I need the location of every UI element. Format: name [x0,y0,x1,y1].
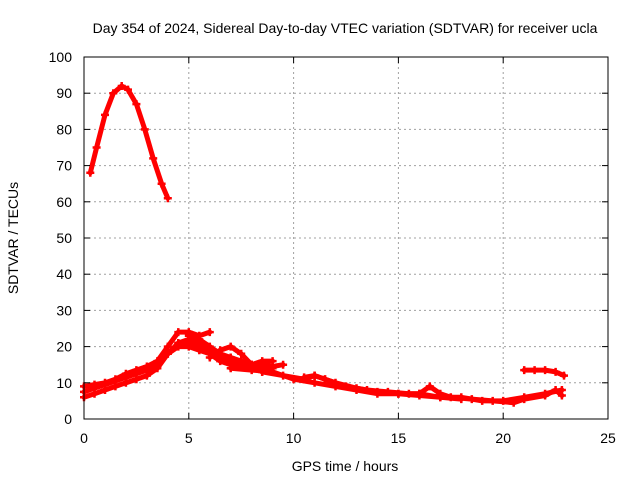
data-point [142,366,151,375]
data-point [184,339,193,347]
data-point [184,331,193,340]
data-point [373,387,382,396]
data-point [124,85,132,94]
data-point [86,168,95,177]
data-point [457,395,466,404]
data-point [216,346,225,355]
data-point [92,143,101,152]
data-point [226,353,235,362]
data-point [237,349,246,358]
data-point [509,398,518,407]
data-point [279,371,288,380]
data-point [205,342,214,351]
data-point [195,342,204,351]
data-point [195,335,204,344]
data-point [425,382,434,391]
data-point [237,357,246,366]
data-point [101,110,109,119]
data-point [557,391,566,400]
data-point [415,391,424,400]
data-point [258,367,267,376]
data-point [520,366,529,375]
data-point [300,373,309,382]
data-point [551,386,560,394]
data-series [80,82,568,407]
data-point [279,360,288,369]
data-point [205,353,214,362]
y-tick-label: 100 [49,49,73,65]
x-tick-label: 5 [185,430,193,446]
data-point [520,395,529,404]
data-point [321,375,329,384]
data-point [117,82,126,90]
data-point [153,360,162,369]
data-point [488,396,497,405]
y-tick-label: 30 [56,302,72,318]
y-tick-label: 40 [56,266,72,282]
data-point [394,389,403,398]
data-point [530,366,539,375]
data-point [157,179,166,188]
data-point [226,342,235,351]
data-point [109,89,118,98]
x-tick-label: 15 [391,430,407,446]
ticks [83,56,609,420]
y-tick-label: 0 [64,411,72,427]
data-point [541,366,550,375]
data-point [121,373,130,382]
data-point [352,384,361,393]
y-tick-label: 60 [56,194,72,210]
data-point [174,339,183,347]
data-point [132,100,141,109]
data-point [226,364,235,373]
data-point [560,371,568,380]
data-point [101,380,109,389]
data-point [268,357,277,366]
data-point [331,378,340,387]
data-point [163,342,172,351]
data-point [216,357,225,366]
data-point [163,349,172,358]
series-track-i [301,373,464,402]
data-point [541,391,550,400]
data-point [111,377,120,385]
y-tick-label: 50 [56,230,72,246]
x-tick-labels: 0 5 10 15 20 25 [80,430,616,446]
y-tick-label: 20 [56,339,72,355]
data-point [247,366,256,375]
data-point [310,378,319,387]
data-point [436,393,445,402]
y-tick-label: 70 [56,158,72,174]
y-axis-label: SDTVAR / TECUs [5,182,21,294]
data-point [90,384,99,393]
x-tick-label: 0 [80,430,88,446]
data-point [163,194,172,203]
data-point [258,357,267,366]
data-point [149,154,158,163]
y-tick-labels: 0 10 20 30 40 50 60 70 80 90 100 [49,49,73,427]
data-point [140,125,149,134]
chart-title: Day 354 of 2024, Sidereal Day-to-day VTE… [93,20,598,36]
y-tick-label: 90 [56,85,72,101]
y-tick-label: 10 [56,375,72,391]
x-tick-label: 20 [495,430,511,446]
x-tick-label: 25 [600,430,616,446]
data-point [467,395,476,404]
x-axis-label: GPS time / hours [292,458,399,474]
data-point [551,367,560,376]
data-point [132,369,141,378]
data-point [310,371,319,380]
y-tick-label: 80 [56,121,72,137]
series-high-arc [87,83,171,201]
x-tick-label: 10 [286,430,302,446]
data-point [205,328,214,337]
data-point [174,328,183,337]
